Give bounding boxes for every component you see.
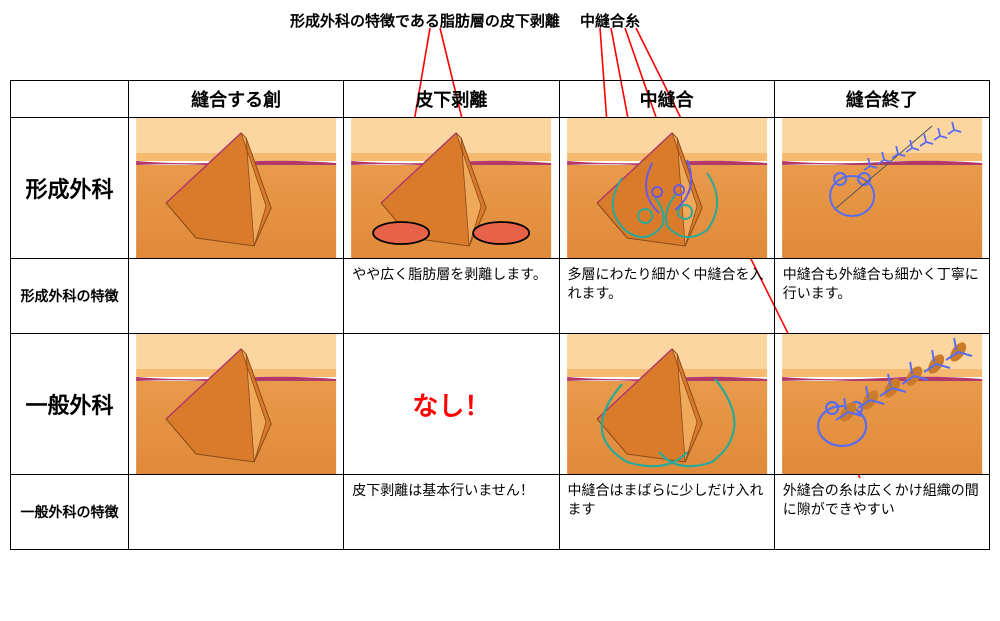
fig-plastic-dissect <box>344 118 559 259</box>
corner-cell <box>11 81 129 118</box>
txt-r1c4: 中縫合も外縫合も細かく丁寧に行います。 <box>774 259 989 334</box>
annot-dissection: 形成外科の特徴である脂肪層の皮下剥離 <box>290 10 560 31</box>
row-general-text: 一般外科の特徴 皮下剥離は基本行いません！ 中縫合はまばらに少しだけ入れます 外… <box>11 475 990 550</box>
row-plastic-text: 形成外科の特徴 やや広く脂肪層を剥離します。 多層にわたり細かく中縫合を入れます… <box>11 259 990 334</box>
header-c1: 縫合する創 <box>129 81 344 118</box>
row-general: 一般外科 なし！ <box>11 334 990 475</box>
header-c3: 中縫合 <box>559 81 774 118</box>
header-row: 縫合する創 皮下剥離 中縫合 縫合終了 <box>11 81 990 118</box>
fig-plastic-midsuture <box>559 118 774 259</box>
txt-r2c3: 中縫合はまばらに少しだけ入れます <box>559 475 774 550</box>
fig-general-midsuture <box>559 334 774 475</box>
rowlbl-general-feat: 一般外科の特徴 <box>11 475 129 550</box>
rowlbl-plastic-feat: 形成外科の特徴 <box>11 259 129 334</box>
row-plastic: 形成外科 <box>11 118 990 259</box>
fig-general-wound <box>129 334 344 475</box>
txt-r2c1 <box>129 475 344 550</box>
fig-plastic-done <box>774 118 989 259</box>
fig-general-dissect: なし！ <box>344 334 559 475</box>
txt-r2c4: 外縫合の糸は広くかけ組織の間に隙ができやすい <box>774 475 989 550</box>
comparison-table: 縫合する創 皮下剥離 中縫合 縫合終了 形成外科 <box>10 80 990 550</box>
fig-plastic-wound <box>129 118 344 259</box>
rowlbl-general: 一般外科 <box>11 334 129 475</box>
annot-suture: 中縫合糸 <box>580 10 640 31</box>
header-c4: 縫合終了 <box>774 81 989 118</box>
txt-r1c3: 多層にわたり細かく中縫合を入れます。 <box>559 259 774 334</box>
header-c2: 皮下剥離 <box>344 81 559 118</box>
rowlbl-plastic: 形成外科 <box>11 118 129 259</box>
txt-r2c2: 皮下剥離は基本行いません！ <box>344 475 559 550</box>
txt-r1c1 <box>129 259 344 334</box>
txt-r1c2: やや広く脂肪層を剥離します。 <box>344 259 559 334</box>
fig-general-done <box>774 334 989 475</box>
